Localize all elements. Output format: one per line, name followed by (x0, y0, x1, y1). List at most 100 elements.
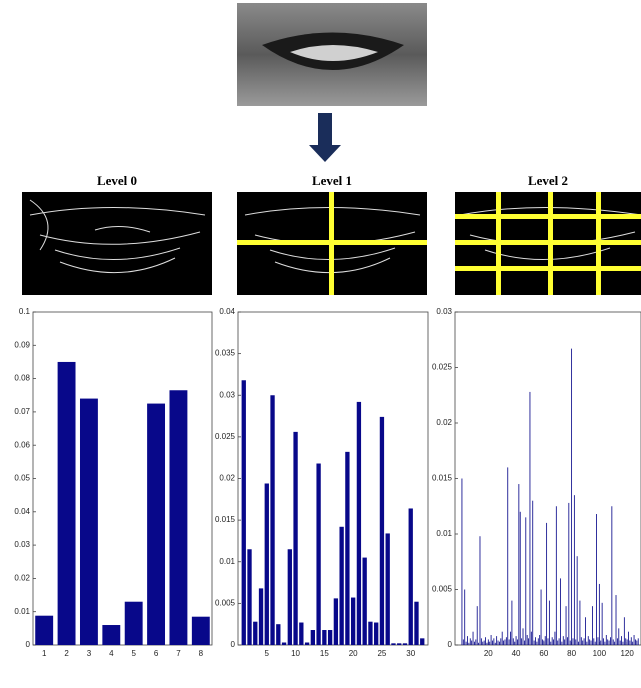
bar (487, 639, 489, 645)
bar (480, 638, 482, 645)
y-tick-label: 0.025 (432, 363, 453, 372)
bar (518, 484, 520, 645)
bar (147, 403, 166, 645)
bar (514, 641, 516, 645)
bar (482, 641, 484, 645)
bar (530, 631, 532, 645)
bar (628, 631, 629, 645)
bar (598, 583, 600, 645)
bar (316, 463, 321, 645)
bar (567, 637, 568, 645)
bar (504, 639, 506, 645)
edge-image-level-0 (22, 192, 212, 295)
bar (522, 628, 524, 645)
bar (467, 636, 468, 645)
bar (523, 640, 525, 645)
bar (576, 556, 578, 645)
bar (517, 639, 518, 645)
bar (565, 606, 567, 645)
x-tick-label: 20 (349, 649, 358, 658)
bar (625, 638, 627, 645)
bar (580, 637, 582, 645)
x-tick-label: 6 (154, 649, 159, 658)
bar (461, 478, 463, 645)
bar (469, 638, 471, 645)
bar (356, 401, 362, 645)
bar (505, 637, 507, 645)
y-tick-label: 0.015 (432, 474, 453, 483)
bar (476, 606, 478, 645)
bar (368, 621, 373, 645)
y-tick-label: 0.05 (14, 474, 30, 483)
bar (597, 637, 599, 645)
y-tick-label: 0 (448, 640, 453, 649)
bar (543, 640, 545, 645)
y-tick-label: 0.03 (436, 307, 452, 316)
bar (501, 631, 503, 645)
edge-image-level-1 (237, 192, 427, 295)
bar (587, 636, 589, 645)
bar (310, 630, 316, 645)
x-tick-label: 120 (620, 649, 634, 658)
bar (553, 639, 554, 645)
bar (493, 638, 495, 645)
y-tick-label: 0.005 (432, 585, 453, 594)
bar (510, 631, 511, 645)
bar (547, 638, 549, 645)
bar (281, 642, 287, 645)
bar (529, 391, 531, 645)
bar (391, 643, 396, 645)
bar (270, 395, 275, 645)
bar (503, 640, 504, 645)
bar (253, 621, 258, 645)
bar (636, 640, 638, 645)
x-tick-label: 10 (291, 649, 300, 658)
bar (362, 557, 367, 645)
bar (374, 622, 379, 645)
bar (564, 639, 566, 645)
bar (546, 522, 548, 645)
bar (629, 640, 631, 645)
bar (293, 431, 298, 645)
bar (614, 641, 616, 645)
bar (630, 637, 632, 645)
bar (544, 636, 546, 645)
bar (490, 635, 492, 645)
bar (582, 640, 584, 645)
x-tick-label: 2 (64, 649, 69, 658)
bar (637, 638, 639, 645)
bar (573, 495, 575, 645)
bar (102, 625, 121, 645)
y-tick-label: 0.08 (14, 374, 30, 383)
bar (397, 643, 402, 645)
bar (500, 638, 502, 645)
bar (264, 483, 269, 645)
y-tick-label: 0.02 (436, 418, 452, 427)
y-tick-label: 0.1 (19, 307, 31, 316)
bar (536, 641, 538, 645)
x-tick-label: 20 (484, 649, 493, 658)
bar (408, 508, 413, 645)
bar (327, 630, 333, 645)
y-tick-label: 0.01 (14, 607, 30, 616)
y-tick-label: 0.06 (14, 440, 30, 449)
y-tick-label: 0.01 (436, 529, 452, 538)
bar (241, 380, 246, 645)
bar (601, 602, 603, 645)
bar (468, 642, 470, 645)
bar (616, 638, 618, 645)
x-tick-label: 100 (593, 649, 607, 658)
y-tick-label: 0.015 (215, 515, 236, 524)
bar (535, 637, 536, 645)
bar (569, 640, 571, 645)
bar (124, 601, 143, 645)
bar (589, 639, 591, 645)
x-tick-label: 5 (131, 649, 136, 658)
x-tick-label: 5 (265, 649, 270, 658)
bar (35, 615, 54, 645)
bar (586, 641, 588, 645)
bar (464, 589, 466, 645)
bar (590, 640, 592, 645)
bar (532, 500, 534, 645)
